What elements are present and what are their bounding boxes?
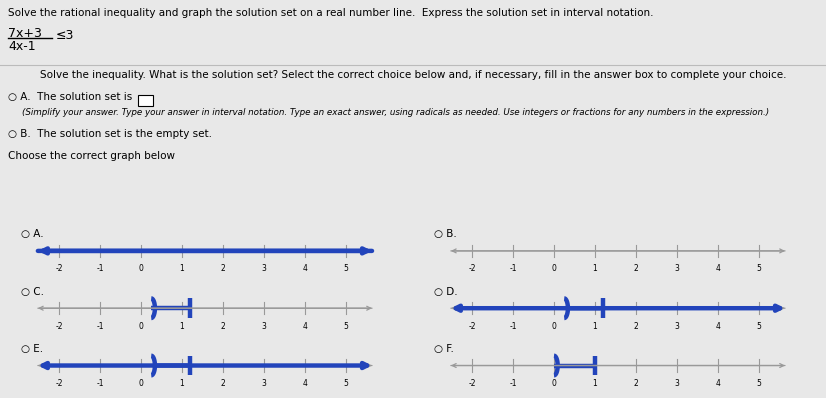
Text: -2: -2 (55, 322, 63, 331)
Text: -1: -1 (97, 379, 104, 388)
Text: -1: -1 (97, 264, 104, 273)
Text: 1: 1 (592, 264, 597, 273)
Text: 0: 0 (552, 379, 557, 388)
Text: 4: 4 (715, 322, 720, 331)
Text: 2: 2 (221, 264, 225, 273)
Text: 3: 3 (674, 322, 679, 331)
Text: (Simplify your answer. Type your answer in interval notation. Type an exact answ: (Simplify your answer. Type your answer … (22, 109, 769, 117)
Text: 4: 4 (302, 264, 307, 273)
Text: Solve the rational inequality and graph the solution set on a real number line. : Solve the rational inequality and graph … (8, 8, 653, 18)
Text: 5: 5 (756, 379, 761, 388)
Text: 3: 3 (674, 379, 679, 388)
Text: ○ C.: ○ C. (21, 287, 44, 297)
Text: ≤3: ≤3 (56, 29, 74, 42)
Text: 1: 1 (592, 322, 597, 331)
Text: ○ D.: ○ D. (434, 287, 458, 297)
Text: 0: 0 (139, 264, 144, 273)
Text: 3: 3 (261, 322, 266, 331)
Text: ○ B.: ○ B. (434, 229, 457, 240)
Text: -2: -2 (55, 264, 63, 273)
Text: -2: -2 (468, 379, 476, 388)
Text: 0: 0 (139, 322, 144, 331)
Text: ○ E.: ○ E. (21, 344, 43, 354)
Text: 2: 2 (221, 322, 225, 331)
FancyBboxPatch shape (137, 95, 153, 106)
Text: 4: 4 (715, 379, 720, 388)
Text: 1: 1 (592, 379, 597, 388)
Text: 4: 4 (715, 264, 720, 273)
Text: 4: 4 (302, 379, 307, 388)
Text: 2: 2 (634, 322, 638, 331)
Text: Choose the correct graph below: Choose the correct graph below (8, 151, 175, 161)
Text: 2: 2 (221, 379, 225, 388)
Text: -1: -1 (510, 264, 517, 273)
Text: 5: 5 (343, 322, 348, 331)
Text: 0: 0 (552, 322, 557, 331)
Text: -2: -2 (55, 379, 63, 388)
Text: 4x-1: 4x-1 (8, 40, 36, 53)
Text: 0: 0 (552, 264, 557, 273)
Text: 5: 5 (756, 264, 761, 273)
Text: 5: 5 (756, 322, 761, 331)
Text: 5: 5 (343, 379, 348, 388)
Text: 7x+3: 7x+3 (8, 27, 42, 40)
Text: 3: 3 (674, 264, 679, 273)
Text: -2: -2 (468, 264, 476, 273)
Text: 1: 1 (179, 379, 184, 388)
Text: -1: -1 (510, 322, 517, 331)
Text: ○ B.  The solution set is the empty set.: ○ B. The solution set is the empty set. (8, 129, 212, 139)
Text: ○ F.: ○ F. (434, 344, 453, 354)
Text: 2: 2 (634, 379, 638, 388)
Text: 4: 4 (302, 322, 307, 331)
Text: 3: 3 (261, 264, 266, 273)
Text: 1: 1 (179, 322, 184, 331)
Text: -2: -2 (468, 322, 476, 331)
Text: -1: -1 (97, 322, 104, 331)
Text: 5: 5 (343, 264, 348, 273)
Text: 2: 2 (634, 264, 638, 273)
Text: ○ A.: ○ A. (21, 229, 43, 240)
Text: 1: 1 (179, 264, 184, 273)
Text: 3: 3 (261, 379, 266, 388)
Text: -1: -1 (510, 379, 517, 388)
Text: Solve the inequality. What is the solution set? Select the correct choice below : Solve the inequality. What is the soluti… (40, 70, 786, 80)
Text: ○ A.  The solution set is: ○ A. The solution set is (8, 92, 132, 102)
Text: 0: 0 (139, 379, 144, 388)
